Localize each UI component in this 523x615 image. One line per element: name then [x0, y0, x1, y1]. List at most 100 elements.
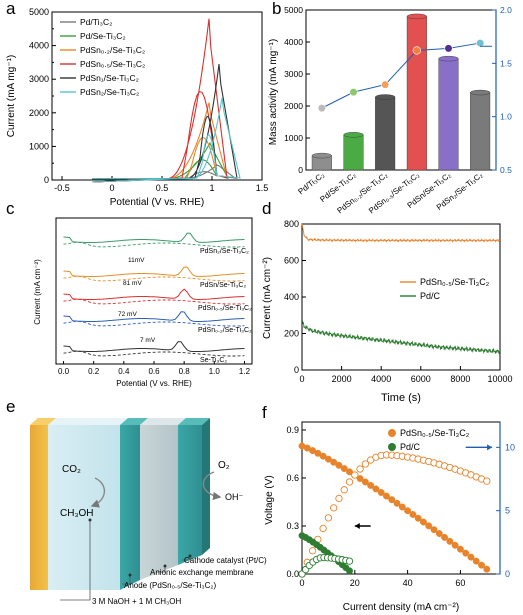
- panel-b-chart: 0 1000 2000 3000 4000 5000 0.5 1.0 1.5 2.0 Pd/Ti₃…: [268, 5, 512, 215]
- tick-label-y: 2000: [29, 108, 49, 118]
- tick-label-x: 6000: [411, 374, 431, 384]
- ratio-point: [317, 104, 326, 113]
- panel-d-chart: 0 2000 4000 6000 8000 10000 0 200 400 600 800 PdSn…: [262, 219, 513, 404]
- label-electrolyte: 3 M NaOH + 1 M CH₃OH: [92, 597, 181, 606]
- ratio-point: [444, 44, 453, 53]
- label-ch3oh: CH₃OH: [60, 508, 94, 519]
- panel-f-chart: 0 20 40 60 0.0 0.3 0.6 0.9 0 5 10 PdSn₀.₅/Se-Ti₃C₂…: [264, 421, 515, 613]
- tick-label-x: 4000: [371, 374, 391, 384]
- bar-cap: [343, 132, 364, 138]
- polarization-point: [462, 549, 470, 557]
- anode-catalyst-layer: [120, 425, 140, 590]
- ratio-point: [381, 80, 390, 89]
- legend-label: PdSn₀.₅/Se-Ti₃C₂: [420, 277, 490, 287]
- tick-label-y-right: 10: [505, 442, 515, 452]
- anode-chamber: [48, 425, 120, 590]
- bar-cap: [438, 55, 459, 62]
- cv-curve-dashed-3: [63, 298, 245, 305]
- panel-b-ratio-line: [317, 38, 492, 113]
- bar-cap: [375, 94, 396, 100]
- tick-label-y: 5000: [29, 7, 49, 17]
- panel-a-curves: [91, 18, 241, 183]
- polarization-point: [472, 557, 480, 565]
- ratio-point: [349, 88, 358, 97]
- curve-4: [91, 18, 228, 183]
- power-density-point: [319, 524, 327, 533]
- bar-cap: [406, 13, 427, 20]
- tick-label-x: 1: [209, 183, 214, 193]
- polarization-point: [319, 452, 327, 460]
- membrane: [140, 425, 178, 580]
- tick-label-x: 0.5: [156, 183, 169, 193]
- panel-d-legend: PdSn₀.₅/Se-Ti₃C₂ Pd/C: [400, 277, 490, 301]
- tick-label-y: 0.0: [286, 569, 299, 579]
- panel-c-chart: 0.0 0.2 0.4 0.6 0.8 1.0 1.2 PdSn₂/Se-Ti₃C₂PdSn…: [33, 217, 253, 388]
- legend-marker: [388, 443, 396, 451]
- polarization-point: [467, 553, 475, 561]
- panel-letter-f: f: [262, 403, 267, 422]
- legend-label: Pd/Ti₃C₂: [80, 17, 112, 27]
- polarization-point: [425, 522, 433, 530]
- curve-label: Se-Ti₃C₂: [200, 357, 227, 364]
- panel-f-curves: [298, 442, 493, 578]
- tick-label-y: 1000: [284, 133, 303, 143]
- tick-label-y: 0: [294, 365, 299, 375]
- polarization-point: [367, 481, 375, 489]
- panel-letter-e: e: [6, 397, 15, 416]
- tick-label-x: 0.6: [148, 367, 160, 376]
- ratio-point: [412, 46, 421, 55]
- tick-label-x: 0: [299, 578, 304, 588]
- curve-label: PdSn₂/Se-Ti₃C₂: [200, 248, 249, 255]
- polarization-point: [414, 514, 422, 522]
- tick-label-y: 800: [284, 219, 299, 229]
- power-density-point: [330, 504, 338, 512]
- tick-label-x: 40: [403, 578, 413, 588]
- anode-reaction-arrow: [90, 477, 106, 508]
- panel-letter-d: d: [262, 199, 271, 218]
- polarization-point: [330, 458, 338, 466]
- polarization-point: [372, 485, 380, 493]
- polarization-point: [446, 537, 454, 545]
- annotation: 81 mV: [123, 280, 142, 287]
- panel-a-ylabel: Current (mA mg⁻¹): [6, 55, 17, 138]
- panel-letter-c: c: [6, 199, 15, 218]
- tick-label-y: 600: [284, 256, 299, 266]
- legend-label: PdSn₀.₅/Se-Ti₃C₂: [400, 428, 470, 438]
- tick-label-x: 60: [455, 578, 465, 588]
- tick-label-y: 0: [298, 165, 303, 175]
- tick-label-y-right: 1.0: [500, 112, 512, 122]
- curve-label: PdSn₀.₂/Se-Ti₃C₂: [198, 327, 252, 334]
- power-density-point: [324, 514, 333, 522]
- bar-cap: [311, 152, 332, 159]
- panel-f-axes: 0 20 40 60 0.0 0.3 0.6 0.9 0 5 10: [286, 425, 515, 588]
- polarization-point: [377, 489, 385, 496]
- tick-label-x: 2000: [332, 374, 352, 384]
- label-anode: Anode (PdSn₀.₅/Se-Ti₃C₂): [124, 581, 217, 590]
- cathode-layer: [178, 425, 202, 565]
- polarization-point: [335, 461, 343, 469]
- polarization-point: [430, 526, 438, 534]
- power-density-point: [345, 557, 354, 565]
- polarization-point: [361, 478, 369, 486]
- tick-label-x: 10000: [487, 374, 512, 384]
- series-2: [302, 320, 501, 355]
- tick-label-y: 4000: [29, 41, 49, 51]
- tick-label-y: 0: [44, 175, 49, 185]
- polarization-point: [409, 511, 417, 518]
- tick-label-x: 0.0: [58, 367, 70, 376]
- bar-5: [438, 58, 459, 171]
- cv-curve-dashed-5: [63, 350, 245, 357]
- annotation: 72 mV: [118, 311, 137, 318]
- cv-curve-3: [63, 288, 245, 301]
- label-cathode: Cathode catalyst (Pt/C): [184, 556, 267, 565]
- panel-a-axes: -0.5 0 0.5 1 1.5 0 1000 2000 3000 4000 5000: [29, 7, 268, 193]
- legend-label: PdSn₂/Se-Ti₃C₂: [80, 87, 139, 97]
- power-density-point: [483, 477, 491, 485]
- cv-curve-5: [63, 341, 245, 352]
- tick-label-y: 0.6: [286, 473, 299, 483]
- panel-a-chart: -0.5 0 0.5 1 1.5 0 1000 2000 3000 4000 5000 Pd/Ti₃…: [6, 7, 268, 208]
- label-o2: O₂: [218, 460, 230, 471]
- cv-curve-dashed-4: [63, 320, 245, 327]
- tick-label-x: 0: [109, 183, 114, 193]
